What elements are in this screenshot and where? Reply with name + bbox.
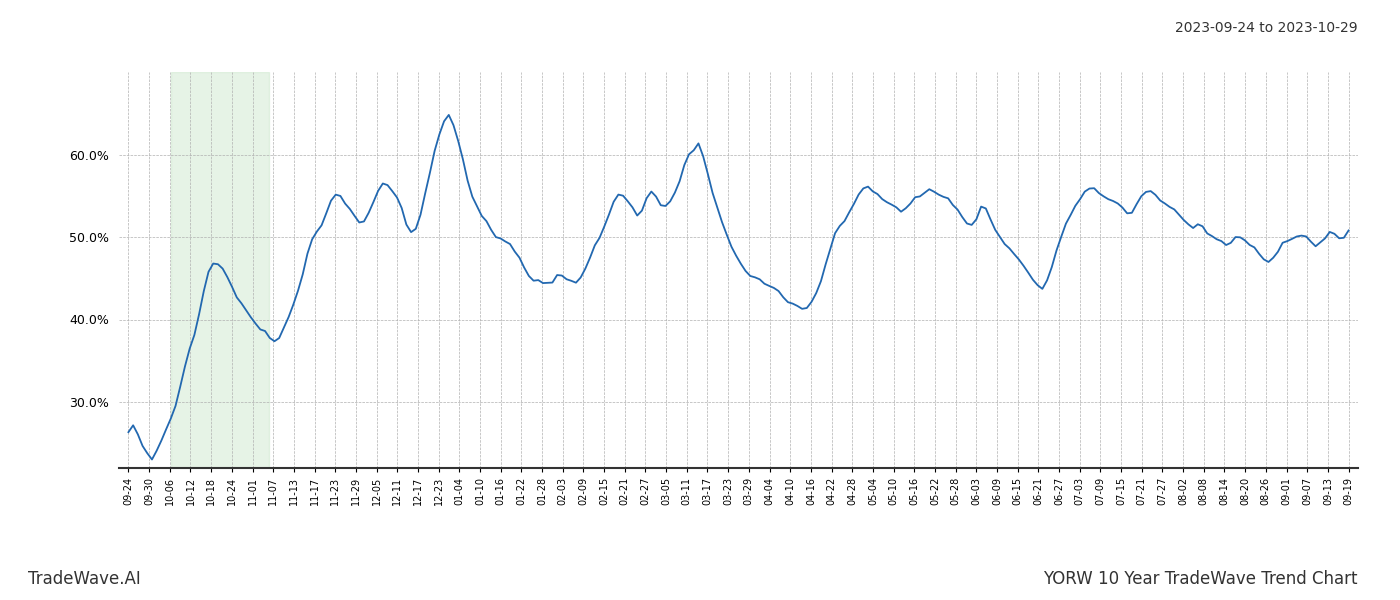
Bar	[171, 72, 269, 468]
Text: YORW 10 Year TradeWave Trend Chart: YORW 10 Year TradeWave Trend Chart	[1043, 570, 1358, 588]
Text: TradeWave.AI: TradeWave.AI	[28, 570, 141, 588]
Text: 2023-09-24 to 2023-10-29: 2023-09-24 to 2023-10-29	[1176, 21, 1358, 35]
